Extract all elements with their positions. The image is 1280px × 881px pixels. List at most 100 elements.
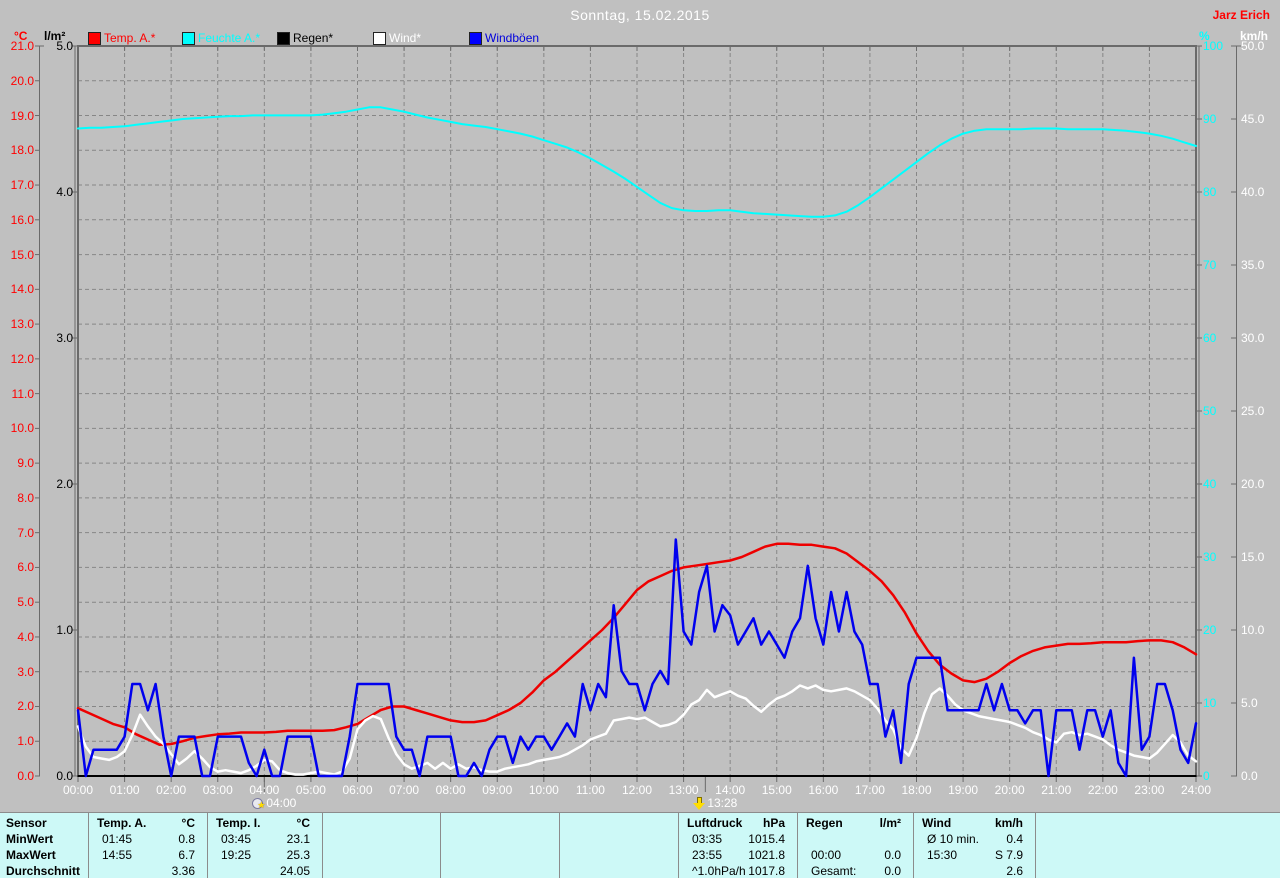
temp-axis-tick-label: 20.0: [10, 73, 34, 88]
legend-item: Wind*: [373, 31, 473, 45]
wind-axis-tick-label: 30.0: [1241, 331, 1265, 345]
temp-axis-tick-label: 10.0: [10, 421, 34, 436]
wind-axis-tick-label: 50.0: [1241, 39, 1265, 53]
table-cell-time: 23:55: [692, 848, 723, 862]
chart-canvas: [35, 45, 1241, 792]
temp-axis-tick-label: 2.0: [17, 699, 34, 714]
temp-axis-tick-label: 5.0: [17, 595, 34, 610]
table-cell-value: 0.8: [178, 832, 195, 846]
wind-axis-tick-label: 45.0: [1241, 112, 1265, 126]
wind-axis-tick-label: 15.0: [1241, 550, 1265, 564]
table-divider: [1035, 813, 1036, 878]
table-col-unit: °C: [181, 816, 195, 830]
bottom-strip: [0, 878, 1280, 881]
humidity-axis-tick-label: 20: [1203, 623, 1217, 637]
rain-axis-tick-label: 5.0: [56, 39, 73, 53]
table-divider: [440, 813, 441, 878]
table-row-label: Durchschnitt: [6, 864, 81, 878]
temp-axis-tick-label: 1.0: [17, 734, 34, 749]
table-cell-value: 6.7: [178, 848, 195, 862]
legend-item-label: Regen*: [293, 31, 334, 45]
legend-item: Regen*: [277, 31, 377, 45]
series-line-windben: [76, 538, 1198, 778]
x-axis-tick-label: 01:00: [109, 783, 140, 797]
table-cell-value: 1015.4: [748, 832, 785, 846]
humidity-axis-tick-label: 30: [1203, 550, 1217, 564]
rain-axis-tick-label: 4.0: [56, 185, 73, 199]
wind-axis-tick-label: 25.0: [1241, 404, 1265, 418]
x-axis-tick-label: 17:00: [854, 783, 885, 797]
wind-axis-tick-label: 10.0: [1241, 623, 1265, 637]
axis-unit-label: l/m²: [44, 29, 66, 43]
axis-unit-label: %: [1199, 29, 1210, 43]
temp-axis-tick-label: 8.0: [17, 490, 34, 505]
table-cell-value: 25.3: [286, 848, 310, 862]
table-col-header: Wind: [922, 816, 952, 830]
table-cell-time: 03:35: [692, 832, 723, 846]
table-cell-time: Gesamt:: [811, 864, 857, 878]
x-axis-tick-label: 07:00: [389, 783, 420, 797]
x-axis-tick-label: 19:00: [948, 783, 979, 797]
humidity-axis-tick-label: 100: [1203, 39, 1224, 53]
humidity-axis-tick-label: 80: [1203, 185, 1217, 199]
series-line-wind: [76, 684, 1198, 776]
table-cell-value: 0.0: [884, 864, 901, 878]
table-col-header: Regen: [806, 816, 843, 830]
legend-color-swatch-icon: [469, 32, 482, 45]
series-line-tempa: [76, 542, 1198, 746]
temp-axis-tick-label: 15.0: [10, 247, 34, 262]
temp-axis-tick-label: 18.0: [10, 143, 34, 158]
moon-set-icon: [693, 796, 706, 810]
table-col-header: Temp. A.: [97, 816, 147, 830]
table-col-unit: l/m²: [879, 816, 901, 830]
legend-color-swatch-icon: [182, 32, 195, 45]
table-cell-value: 0.0: [884, 848, 901, 862]
table-row-label: Sensor: [6, 816, 47, 830]
table-col-unit: km/h: [994, 816, 1023, 830]
table-divider: [322, 813, 323, 878]
x-axis-tick-label: 20:00: [994, 783, 1025, 797]
wind-axis-tick-label: 35.0: [1241, 258, 1265, 272]
temp-axis-tick-label: 3.0: [17, 664, 34, 679]
legend-item-label: Feuchte A.*: [198, 31, 261, 45]
legend-item: Feuchte A.*: [182, 31, 282, 45]
x-axis-tick-label: 23:00: [1134, 783, 1165, 797]
wind-axis-tick-label: 40.0: [1241, 185, 1265, 199]
table-cell-time: Ø 10 min.: [927, 832, 980, 846]
table-row-label: MaxWert: [6, 848, 56, 862]
temp-axis-tick-label: 4.0: [17, 629, 34, 644]
table-cell-value: 0.4: [1006, 832, 1023, 846]
legend-item-label: Windböen: [485, 31, 540, 45]
table-cell-value: 1017.8: [748, 864, 785, 878]
x-axis-tick-label: 06:00: [342, 783, 373, 797]
astro-marker-time: 13:28: [707, 796, 738, 810]
humidity-axis-tick-label: 50: [1203, 404, 1217, 418]
rain-axis-tick-label: 3.0: [56, 331, 73, 345]
moon-rise-icon: [252, 798, 264, 809]
table-cell-value: 23.1: [286, 832, 310, 846]
x-axis-tick-label: 14:00: [715, 783, 746, 797]
temp-axis-tick-label: 7.0: [17, 525, 34, 540]
x-axis-tick-label: 05:00: [295, 783, 326, 797]
temp-axis-tick-label: 14.0: [10, 282, 34, 297]
x-axis-tick-label: 03:00: [202, 783, 233, 797]
axis-unit-label: km/h: [1240, 29, 1269, 43]
temp-axis-tick-label: 17.0: [10, 178, 34, 193]
temp-axis-tick-label: 19.0: [10, 108, 34, 123]
temp-axis-tick-label: 0.0: [17, 769, 34, 783]
series-line-feuchtea: [77, 106, 1197, 218]
humidity-axis-tick-label: 10: [1203, 696, 1217, 710]
rain-axis-tick-label: 0.0: [56, 769, 73, 783]
x-axis-tick-label: 13:00: [668, 783, 699, 797]
astro-marker-time: 04:00: [266, 796, 297, 810]
table-cell-time: 03:45: [221, 832, 252, 846]
legend-color-swatch-icon: [88, 32, 101, 45]
table-cell-value: 24.05: [279, 864, 310, 878]
axis-unit-label: °C: [14, 29, 28, 43]
table-cell-time: 01:45: [102, 832, 133, 846]
table-cell-value: S 7.9: [994, 848, 1023, 862]
table-cell-time: ^1.0hPa/h: [692, 864, 746, 878]
wind-axis-tick-label: 20.0: [1241, 477, 1265, 491]
rain-axis-tick-label: 2.0: [56, 477, 73, 491]
table-col-unit: °C: [296, 816, 310, 830]
